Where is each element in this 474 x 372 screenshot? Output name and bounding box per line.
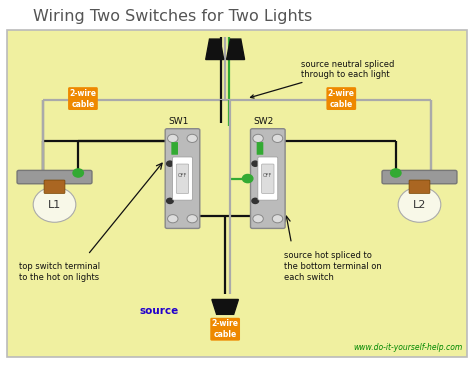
FancyBboxPatch shape	[44, 180, 65, 193]
Text: L2: L2	[413, 200, 426, 209]
Circle shape	[187, 134, 197, 142]
FancyBboxPatch shape	[257, 142, 264, 155]
FancyBboxPatch shape	[7, 30, 467, 357]
FancyBboxPatch shape	[165, 129, 200, 228]
FancyBboxPatch shape	[258, 157, 278, 200]
Text: 2-wire
cable: 2-wire cable	[328, 89, 355, 109]
Ellipse shape	[398, 187, 441, 222]
Circle shape	[253, 134, 264, 142]
Text: OFF: OFF	[263, 173, 273, 178]
Text: Wiring Two Switches for Two Lights: Wiring Two Switches for Two Lights	[33, 9, 312, 24]
FancyBboxPatch shape	[176, 164, 189, 193]
Circle shape	[242, 174, 253, 183]
Text: L1: L1	[48, 200, 61, 209]
Circle shape	[391, 169, 401, 177]
Ellipse shape	[33, 187, 76, 222]
Polygon shape	[227, 39, 245, 60]
Polygon shape	[206, 39, 224, 60]
FancyBboxPatch shape	[262, 164, 274, 193]
Circle shape	[167, 198, 173, 203]
Text: SW1: SW1	[168, 118, 188, 126]
Circle shape	[167, 161, 173, 166]
FancyBboxPatch shape	[173, 157, 192, 200]
Circle shape	[73, 169, 83, 177]
Circle shape	[167, 134, 178, 142]
Text: 2-wire
cable: 2-wire cable	[212, 319, 238, 339]
Text: top switch terminal
to the hot on lights: top switch terminal to the hot on lights	[19, 262, 100, 282]
Circle shape	[252, 161, 259, 166]
Text: 2-wire
cable: 2-wire cable	[70, 89, 96, 109]
Circle shape	[253, 215, 264, 223]
Text: SW2: SW2	[253, 118, 273, 126]
Text: source neutral spliced
through to each light: source neutral spliced through to each l…	[250, 60, 394, 98]
Circle shape	[272, 134, 283, 142]
FancyBboxPatch shape	[382, 170, 457, 184]
FancyBboxPatch shape	[409, 180, 430, 193]
Polygon shape	[212, 299, 238, 314]
Text: OFF: OFF	[178, 173, 187, 178]
Text: source: source	[140, 306, 179, 315]
Circle shape	[252, 198, 259, 203]
Text: www.do-it-yourself-help.com: www.do-it-yourself-help.com	[353, 343, 462, 352]
Text: source hot spliced to
the bottom terminal on
each switch: source hot spliced to the bottom termina…	[284, 251, 382, 282]
Circle shape	[167, 215, 178, 223]
FancyBboxPatch shape	[250, 129, 285, 228]
FancyBboxPatch shape	[172, 142, 178, 155]
Circle shape	[187, 215, 197, 223]
Circle shape	[272, 215, 283, 223]
FancyBboxPatch shape	[17, 170, 92, 184]
